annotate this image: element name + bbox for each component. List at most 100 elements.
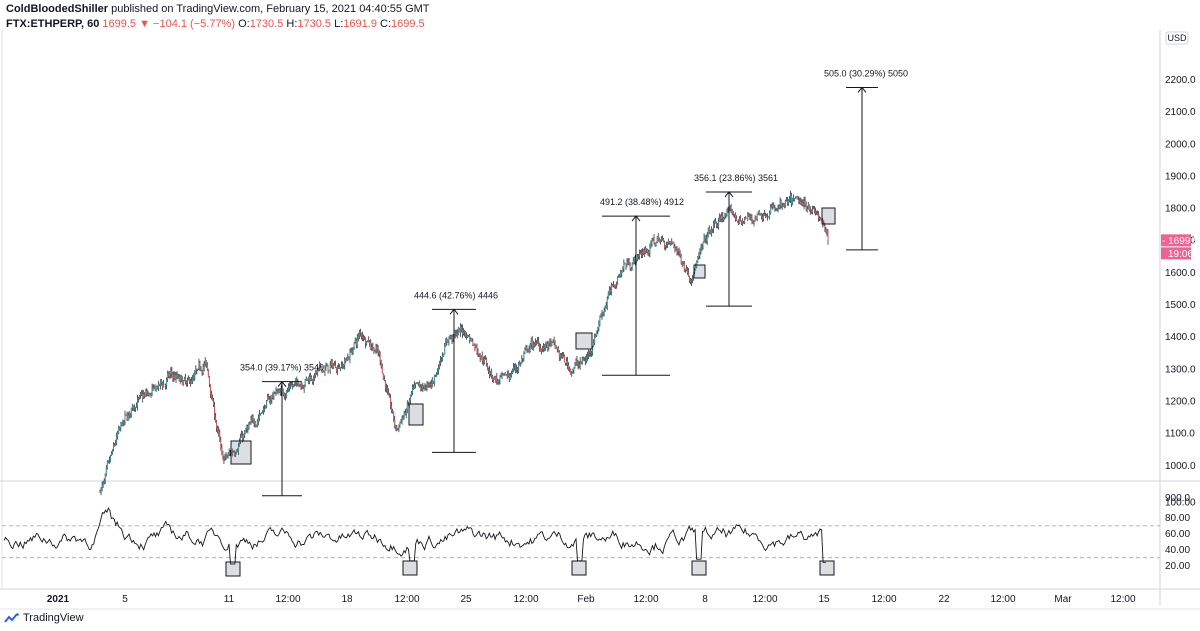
candle-body xyxy=(390,397,392,406)
candle-body xyxy=(610,285,612,292)
candle-body xyxy=(747,215,749,219)
candle-body xyxy=(107,460,109,463)
candle-body xyxy=(443,354,445,356)
candle-body xyxy=(620,273,622,276)
candle-body xyxy=(736,220,738,222)
candle-body xyxy=(555,347,557,349)
candle-body xyxy=(481,355,483,361)
candle-body xyxy=(753,221,755,223)
candle-body xyxy=(733,213,735,216)
price-tick-label: 1100.0 xyxy=(1165,429,1195,440)
candle-body xyxy=(746,217,748,219)
candle-body xyxy=(631,263,633,270)
candle-body xyxy=(730,206,732,213)
candle-body xyxy=(559,354,561,357)
candle-body xyxy=(633,257,635,261)
candle-body xyxy=(541,349,543,352)
candle-body xyxy=(454,333,456,335)
candle-body xyxy=(592,347,594,353)
candle-body xyxy=(665,246,667,248)
price-tick-label: 2000.0 xyxy=(1165,139,1196,150)
candle-body xyxy=(627,261,629,263)
candle-body xyxy=(624,263,626,265)
candle-body xyxy=(319,364,321,368)
candle-body xyxy=(702,242,704,246)
candle-body xyxy=(428,383,430,385)
low-value: 1691.9 xyxy=(343,18,377,30)
author-name[interactable]: ColdBloodedShiller xyxy=(6,3,109,15)
candle-body xyxy=(679,253,681,256)
candle-body xyxy=(127,415,129,420)
candle-body xyxy=(323,370,325,373)
candle-body xyxy=(169,374,171,376)
candle-body xyxy=(181,377,183,385)
price-axis[interactable]: USD2200.02100.02000.01900.01800.01700.01… xyxy=(1161,31,1199,504)
candle-body xyxy=(404,412,406,415)
candle-body xyxy=(392,410,394,412)
candle-body xyxy=(638,253,640,257)
candle-body xyxy=(565,362,567,364)
candle-body xyxy=(170,370,172,375)
candle-body xyxy=(790,194,792,200)
candle-body xyxy=(259,412,261,415)
candle-body xyxy=(769,212,771,217)
candle-body xyxy=(309,377,311,382)
candle-body xyxy=(173,375,175,379)
candle-body xyxy=(496,376,498,382)
candle-body xyxy=(239,441,241,447)
candle-body xyxy=(245,429,247,434)
candle-body xyxy=(545,341,547,349)
candle-body xyxy=(320,364,322,366)
candle-body xyxy=(441,359,443,361)
publish-info: published on TradingView.com, February 1… xyxy=(111,3,430,15)
currency-label: USD xyxy=(1167,33,1187,43)
candle-body xyxy=(431,381,433,384)
candle-body xyxy=(482,360,484,362)
candle-body xyxy=(575,360,577,364)
candle-body xyxy=(274,392,276,394)
candle-body xyxy=(135,406,137,408)
candle-body xyxy=(190,381,192,384)
candle-body xyxy=(734,215,736,219)
candle-body xyxy=(473,345,475,346)
candle-body xyxy=(328,370,330,372)
candle-body xyxy=(249,423,251,425)
close-value: 1699.5 xyxy=(391,18,425,30)
candle-body xyxy=(448,336,450,342)
candle-body xyxy=(172,373,174,379)
candle-body xyxy=(436,371,438,374)
time-axis[interactable]: 2021 5 11 12:00 18 12:00 25 12:00 Feb 12:00 8 12:00… xyxy=(47,594,1136,605)
candle-body xyxy=(759,213,761,215)
candle-body xyxy=(199,362,201,369)
candle-body xyxy=(641,251,643,254)
candle-body xyxy=(114,444,116,446)
candle-body xyxy=(579,361,581,366)
candle-body xyxy=(770,208,772,213)
last-price: 1699.5 xyxy=(102,18,137,30)
price-marker-box xyxy=(575,332,593,350)
candle-body xyxy=(815,211,817,213)
candle-body xyxy=(720,217,722,220)
candle-body xyxy=(767,216,769,218)
candle-body xyxy=(470,338,472,341)
candle-body xyxy=(394,419,396,426)
candle-body xyxy=(185,381,187,384)
candle-body xyxy=(393,411,395,420)
price-candles xyxy=(99,190,829,496)
candle-body xyxy=(824,225,826,230)
candle-body xyxy=(166,379,168,386)
candle-body xyxy=(124,414,126,421)
candle-body xyxy=(684,268,686,271)
time-tick-label: 15 xyxy=(818,594,830,605)
candle-body xyxy=(229,452,231,454)
time-tick-label: 11 xyxy=(224,594,235,605)
candle-body xyxy=(553,339,555,343)
candle-body xyxy=(450,336,452,338)
candle-body xyxy=(503,373,505,375)
candle-body xyxy=(368,340,370,342)
candle-body xyxy=(146,391,148,395)
candle-body xyxy=(139,395,141,398)
candle-body xyxy=(588,351,590,353)
tradingview-logo[interactable]: TradingView xyxy=(4,612,84,624)
